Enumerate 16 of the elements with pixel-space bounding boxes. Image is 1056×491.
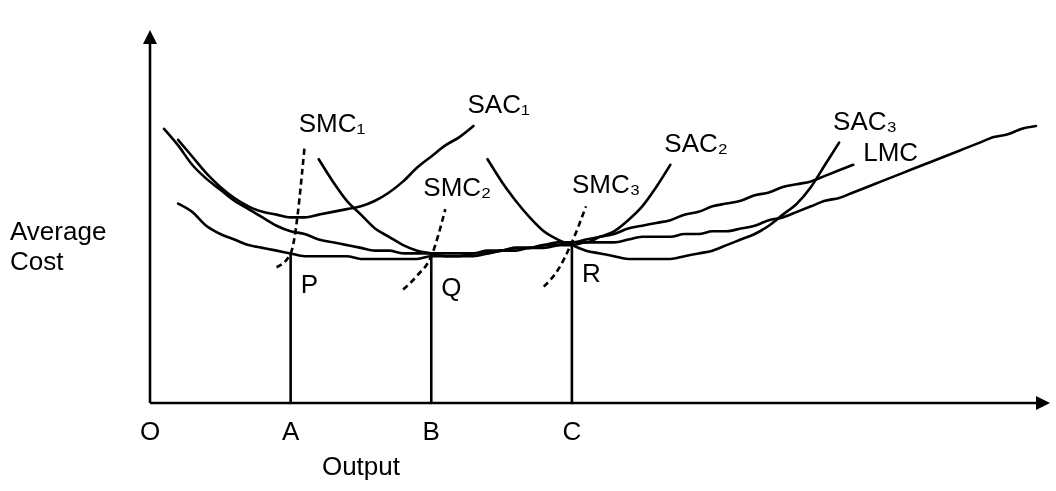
x-tick-label: A [281, 416, 300, 446]
x-tick-label: O [139, 416, 161, 446]
annotation: R [581, 258, 601, 289]
series-label: SMC₁ [298, 108, 366, 139]
x-axis-title: Output [321, 451, 401, 481]
series-label: SMC₃ [571, 169, 641, 200]
y-axis-title: Average Cost [10, 216, 107, 276]
annotation: Q [441, 272, 462, 303]
x-tick-label: C [562, 416, 582, 446]
series-label: SAC₃ [833, 105, 898, 136]
x-tick-label: B [422, 416, 440, 446]
series-label: SAC₂ [664, 127, 728, 158]
series-label: LMC [863, 136, 919, 167]
annotation: P [300, 269, 318, 300]
series-label: SAC₁ [467, 89, 530, 119]
series-label: SMC₂ [423, 172, 492, 203]
